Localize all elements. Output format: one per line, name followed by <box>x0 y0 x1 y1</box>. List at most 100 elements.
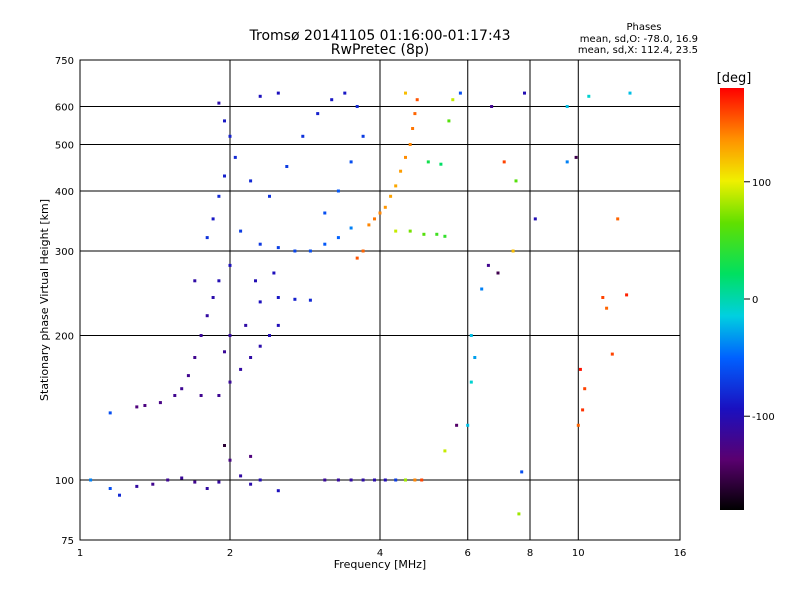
data-point <box>276 246 280 250</box>
data-point <box>323 242 327 246</box>
data-point <box>373 478 376 482</box>
data-point <box>330 98 334 102</box>
y-axis: 750 600 500 400 300 200 100 75 <box>55 56 74 547</box>
data-point <box>349 226 353 230</box>
data-point <box>349 160 353 164</box>
data-point <box>118 493 121 497</box>
data-point <box>193 279 197 283</box>
data-point <box>443 449 447 453</box>
data-point <box>581 408 585 412</box>
data-point <box>378 211 382 215</box>
phase-o-stats: mean, sd,O: -78.0, 16.9 <box>580 34 698 45</box>
data-point <box>523 91 526 95</box>
data-point <box>383 478 387 482</box>
plot-frame <box>79 59 681 541</box>
data-point <box>258 478 262 482</box>
data-point <box>469 380 473 384</box>
data-point <box>239 474 243 478</box>
data-point <box>228 380 232 384</box>
data-point <box>373 217 376 221</box>
data-point <box>404 478 407 482</box>
data-point <box>258 300 262 304</box>
data-point <box>151 482 155 486</box>
y-tick-label: 75 <box>61 536 74 547</box>
phases-heading: Phases <box>626 22 661 33</box>
data-point <box>135 405 139 409</box>
data-point <box>228 134 232 138</box>
data-point <box>473 356 477 359</box>
colorbar-tick-label: 100 <box>752 178 771 189</box>
data-point <box>89 478 93 482</box>
data-point <box>565 105 569 108</box>
data-point <box>426 160 430 164</box>
data-point <box>367 223 371 227</box>
data-point <box>502 160 506 164</box>
data-point <box>186 374 190 378</box>
data-point <box>205 236 209 240</box>
data-point <box>211 296 215 299</box>
data-point <box>533 217 537 221</box>
x-axis: 1 2 4 6 8 10 16 <box>77 548 687 559</box>
data-point <box>193 356 197 359</box>
chart-subtitle: RwPretec (8p) <box>331 42 429 58</box>
data-point <box>394 184 398 188</box>
y-tick-label: 400 <box>55 187 74 198</box>
data-point <box>211 217 215 221</box>
colorbar-tick-label: 0 <box>752 295 758 306</box>
data-point <box>496 271 500 275</box>
data-point <box>422 232 426 236</box>
data-point <box>223 444 226 447</box>
y-tick-label: 750 <box>55 56 74 67</box>
x-tick-label: 10 <box>572 548 585 559</box>
colorbar-ticks: 100 0 -100 <box>744 178 775 423</box>
data-point <box>394 478 398 482</box>
data-point <box>228 263 232 267</box>
data-point <box>355 256 359 260</box>
data-point <box>451 98 455 102</box>
data-point <box>316 112 320 116</box>
data-point <box>217 101 221 105</box>
data-point <box>404 91 407 95</box>
data-point <box>336 189 340 193</box>
data-point <box>180 476 184 480</box>
data-point <box>308 249 312 253</box>
data-point <box>587 94 591 98</box>
data-point <box>349 478 353 482</box>
data-point <box>249 179 253 183</box>
data-point <box>394 229 398 233</box>
x-tick-label: 8 <box>527 548 533 559</box>
data-point <box>254 279 257 283</box>
data-point <box>258 94 262 98</box>
data-point <box>323 211 327 215</box>
phase-x-stats: mean, sd,X: 112.4, 23.5 <box>578 45 698 56</box>
data-point <box>108 411 112 415</box>
data-point <box>616 217 620 221</box>
data-point <box>480 287 484 291</box>
data-point <box>420 478 424 482</box>
data-point <box>217 394 221 397</box>
data-point <box>158 401 162 405</box>
data-point <box>517 512 521 516</box>
data-point <box>249 356 253 359</box>
data-point <box>605 306 609 310</box>
data-point <box>389 194 393 198</box>
data-point <box>336 236 340 240</box>
data-point <box>217 279 221 283</box>
data-points <box>89 91 632 516</box>
data-point <box>565 160 569 164</box>
data-point <box>583 387 587 391</box>
data-point <box>249 454 253 458</box>
data-point <box>343 91 347 95</box>
data-point <box>514 179 518 183</box>
data-point <box>301 134 305 138</box>
data-point <box>272 271 276 275</box>
y-tick-label: 100 <box>55 476 74 487</box>
x-tick-label: 1 <box>77 548 83 559</box>
data-point <box>239 367 243 371</box>
data-point <box>578 367 582 371</box>
data-point <box>223 174 226 178</box>
colorbar-label: [deg] <box>717 71 752 86</box>
data-point <box>268 334 271 337</box>
grid-lines <box>80 60 680 540</box>
data-point <box>180 387 184 391</box>
